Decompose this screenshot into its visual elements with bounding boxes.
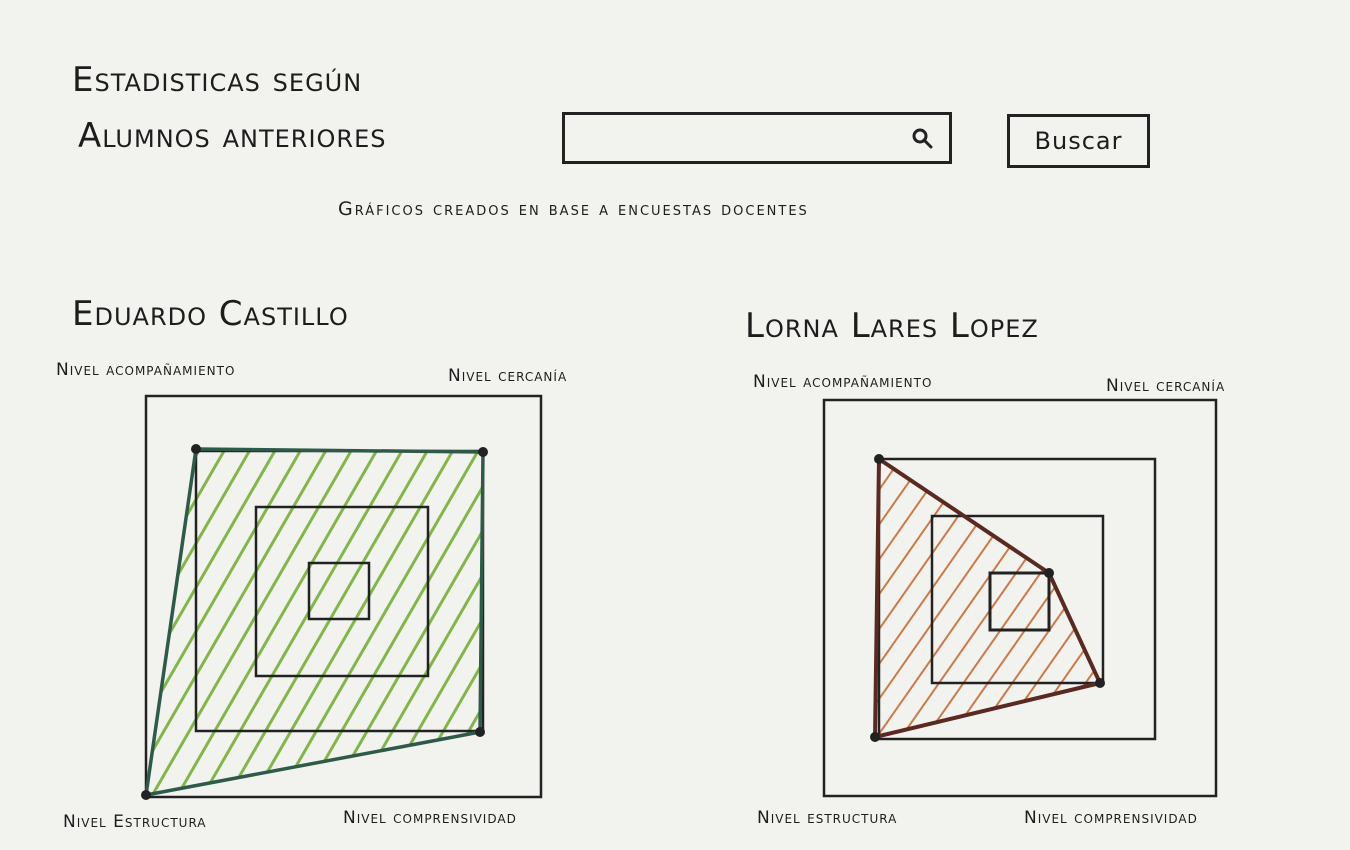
chart-1 (141, 394, 543, 800)
chart-2-label-bottom-right: Nivel comprensividad (1024, 808, 1198, 828)
chart-2-data-area (875, 459, 1100, 737)
chart-2-data-outline (873, 457, 1102, 739)
chart-2 (822, 398, 1218, 798)
chart-1-ring-3 (194, 449, 485, 733)
chart-2-ring-2 (930, 514, 1105, 685)
chart-2-label-top-left: Nivel acompañamiento (753, 372, 933, 392)
chart-1-label-top-right: Nivel cercanía (448, 366, 568, 386)
chart-1-point-acompanamiento (191, 444, 201, 454)
search-button[interactable]: Buscar (1007, 114, 1150, 168)
chart-2-person-name: Lorna Lares Lopez (745, 306, 1039, 346)
search-input[interactable] (573, 121, 907, 157)
chart-2-ring-1 (988, 571, 1051, 632)
chart-1-label-bottom-left: Nivel Estructura (63, 812, 207, 832)
chart-1-point-estructura (141, 790, 151, 800)
search-icon[interactable] (911, 127, 933, 149)
chart-2-point-estructura (870, 732, 880, 742)
chart-2-ring-3 (877, 457, 1157, 741)
chart-1-ring-2 (254, 505, 430, 678)
charts-subtitle: Gráficos creados en base a encuestas doc… (338, 198, 809, 220)
search-box[interactable] (562, 112, 952, 164)
chart-1-point-comprensividad (475, 727, 485, 737)
chart-2-point-cercania (1044, 568, 1054, 578)
chart-2-point-acompanamiento (874, 454, 884, 464)
chart-1-point-cercania (478, 447, 488, 457)
chart-2-label-top-right: Nivel cercanía (1106, 376, 1226, 396)
chart-1-person-name: Eduardo Castillo (72, 294, 349, 334)
chart-1-label-top-left: Nivel acompañamiento (56, 360, 236, 380)
chart-2-point-comprensividad (1095, 678, 1105, 688)
page-title-line-1: Estadisticas según (72, 60, 363, 100)
chart-1-outer-frame (144, 394, 543, 799)
chart-1-data-area (146, 449, 483, 795)
chart-1-ring-1 (307, 561, 371, 621)
chart-1-label-bottom-right: Nivel comprensividad (343, 808, 517, 828)
chart-2-outer-frame (822, 398, 1218, 798)
chart-2-label-bottom-left: Nivel estructura (757, 808, 898, 828)
chart-1-data-outline (144, 447, 485, 797)
page-title-line-2: Alumnos anteriores (78, 116, 387, 156)
